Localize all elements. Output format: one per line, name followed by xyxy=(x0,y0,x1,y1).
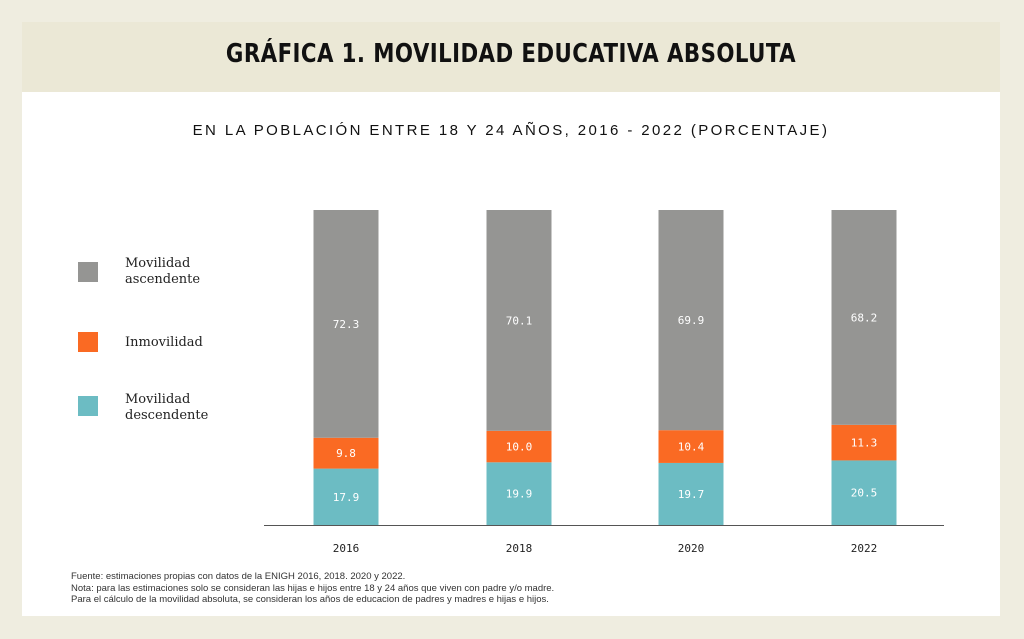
footnote-source: Fuente: estimaciones propias con datos d… xyxy=(71,571,406,582)
bar-segment-inmovilidad-2016 xyxy=(313,437,379,469)
bar-segment-movilidad-descendente-2022 xyxy=(831,460,897,525)
legend-label-line: Movilidad xyxy=(125,392,191,407)
footnote-method: Para el cálculo de la movilidad absoluta… xyxy=(71,594,549,605)
data-label-movilidad-descendente-2020: 19.7 xyxy=(678,488,705,501)
legend-label-line: Inmovilidad xyxy=(125,335,203,350)
data-label-inmovilidad-2018: 10.0 xyxy=(506,441,533,454)
data-label-movilidad-descendente-2018: 19.9 xyxy=(506,488,533,501)
footnotes: Fuente: estimaciones propias con datos d… xyxy=(71,571,771,606)
footnote-note: Nota: para las estimaciones solo se cons… xyxy=(71,582,555,594)
bar-segment-inmovilidad-2020 xyxy=(658,430,724,463)
data-label-movilidad-ascendente-2022: 68.2 xyxy=(851,311,878,324)
bar-segment-inmovilidad-2018 xyxy=(486,430,552,463)
legend-swatch-inmovilidad xyxy=(78,332,98,352)
x-tick-label-2018: 2018 xyxy=(506,542,533,555)
data-label-movilidad-ascendente-2020: 69.9 xyxy=(678,314,705,327)
legend-label-ascendente: Movilidad ascendente xyxy=(125,256,235,288)
bar-segment-movilidad-ascendente-2018 xyxy=(486,210,552,431)
data-label-movilidad-ascendente-2016: 72.3 xyxy=(333,318,360,331)
bar-segment-movilidad-ascendente-2016 xyxy=(313,210,379,438)
x-tick-label-2022: 2022 xyxy=(851,542,878,555)
data-label-movilidad-descendente-2022: 20.5 xyxy=(851,487,878,500)
legend-swatch-descendente xyxy=(78,396,98,416)
legend-label-line: ascendente xyxy=(125,272,201,287)
bar-segment-movilidad-ascendente-2022 xyxy=(831,210,897,425)
bar-segment-movilidad-descendente-2020 xyxy=(658,462,724,525)
bar-segment-inmovilidad-2022 xyxy=(831,424,897,461)
legend-label-line: descendente xyxy=(125,408,209,423)
bar-segment-movilidad-descendente-2018 xyxy=(486,462,552,525)
title-band: GRÁFICA 1. MOVILIDAD EDUCATIVA ABSOLUTA xyxy=(22,22,1000,92)
legend-swatch-ascendente xyxy=(78,262,98,282)
bar-segment-movilidad-descendente-2016 xyxy=(313,468,379,525)
legend-label-descendente: Movilidad descendente xyxy=(125,392,235,424)
data-label-movilidad-ascendente-2018: 70.1 xyxy=(506,314,533,327)
data-label-inmovilidad-2022: 11.3 xyxy=(851,437,878,450)
data-label-inmovilidad-2020: 10.4 xyxy=(678,441,705,454)
data-label-inmovilidad-2016: 9.8 xyxy=(336,447,356,460)
data-label-movilidad-descendente-2016: 17.9 xyxy=(333,491,360,504)
bar-segment-movilidad-ascendente-2020 xyxy=(658,210,724,431)
chart-title: GRÁFICA 1. MOVILIDAD EDUCATIVA ABSOLUTA xyxy=(225,39,797,69)
x-tick-label-2020: 2020 xyxy=(678,542,705,555)
legend-label-line: Movilidad xyxy=(125,256,191,271)
legend-label-inmovilidad: Inmovilidad xyxy=(125,335,235,351)
x-tick-label-2016: 2016 xyxy=(333,542,360,555)
chart-subtitle: EN LA POBLACIÓN ENTRE 18 Y 24 AÑOS, 2016… xyxy=(192,122,830,139)
